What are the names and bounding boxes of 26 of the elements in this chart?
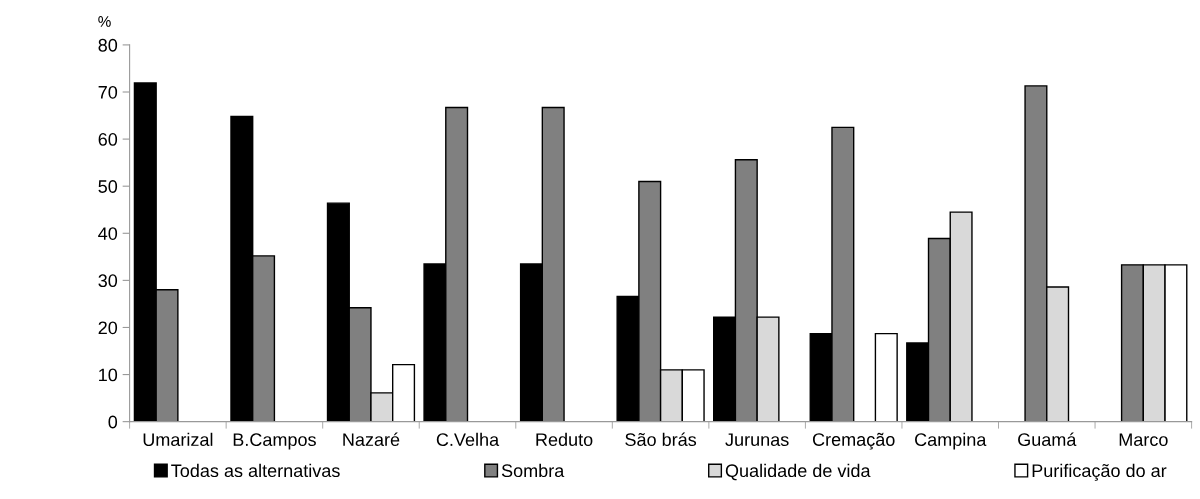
legend-label: Todas as alternativas (171, 463, 340, 478)
legend-label: Qualidade de vida (725, 463, 871, 481)
legend-label: Purificação do ar (1032, 463, 1167, 481)
y-tick-label: 50 (98, 180, 118, 193)
x-tick-label: C.Velha (436, 432, 500, 447)
x-tick-label: São brás (625, 432, 697, 447)
x-tick-label: Guamá (1018, 432, 1077, 447)
legend-label: Sombra (501, 463, 565, 478)
x-tick-label: Marco (1119, 433, 1168, 447)
y-tick-label: 40 (98, 227, 118, 240)
x-tick-label: Umarizal (143, 432, 213, 447)
y-tick-label: 20 (98, 321, 118, 335)
x-tick-label: Cremação (812, 432, 895, 450)
bar (874, 332, 898, 422)
y-tick-label: 10 (99, 368, 118, 382)
x-tick-label: Reduto (536, 432, 593, 447)
x-tick-label: B.Campos (233, 433, 316, 450)
y-tick-label: 30 (98, 274, 118, 288)
y-tick-label: 0 (108, 415, 118, 429)
y-tick-label: 60 (98, 133, 118, 146)
y-tick-label: 80 (98, 38, 118, 52)
y-axis-title: % (98, 16, 111, 27)
y-tick-label: 70 (98, 85, 118, 99)
x-tick-label: Nazaré (343, 432, 400, 447)
x-tick-label: Jurunas (725, 433, 789, 447)
x-tick-label: Campina (915, 432, 987, 450)
